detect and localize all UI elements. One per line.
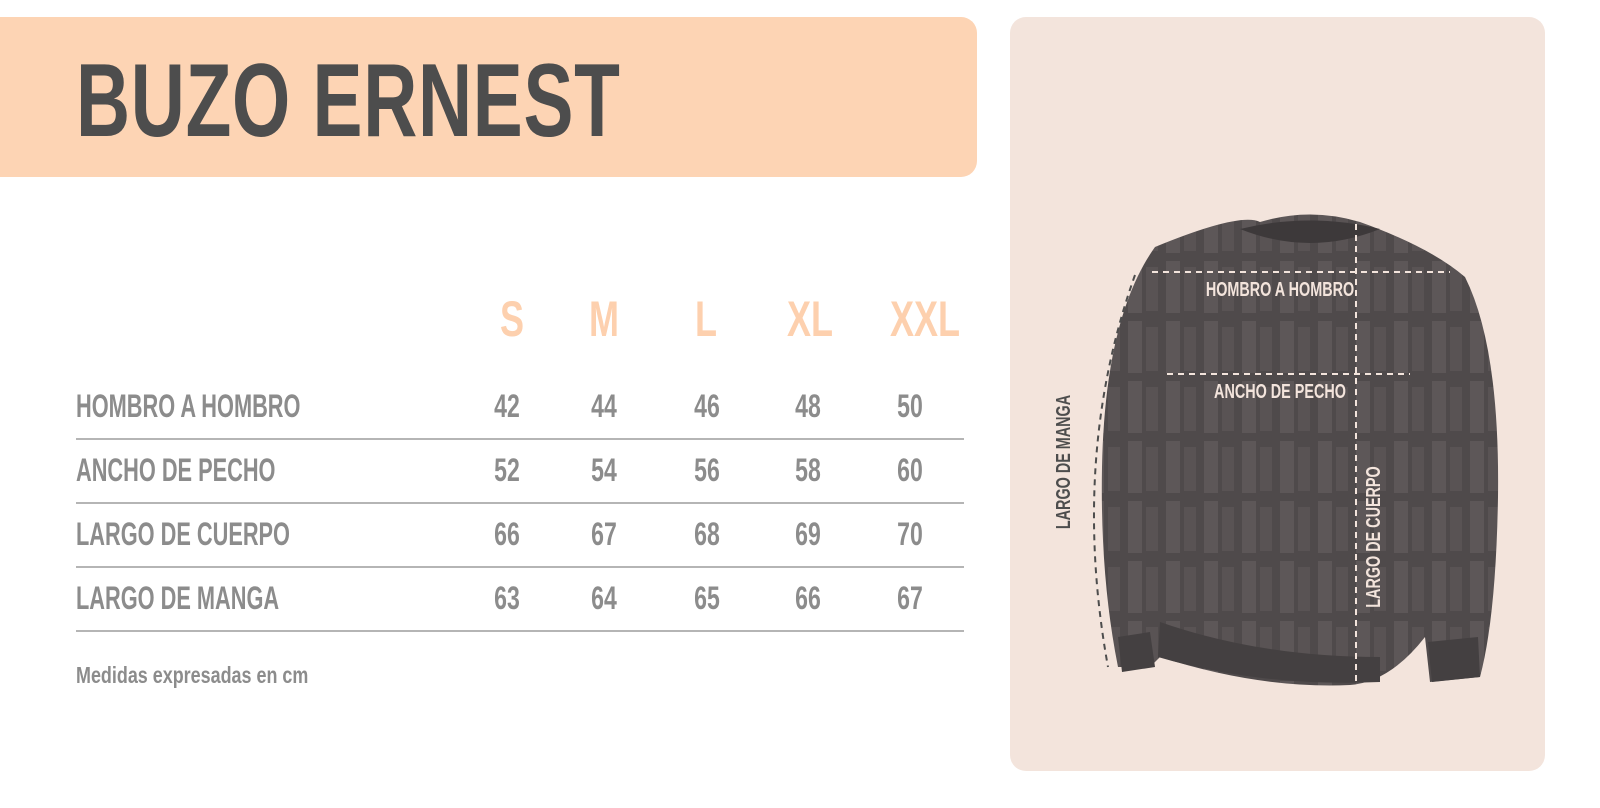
label-sleeve-length: LARGO DE MANGA (1052, 395, 1075, 530)
cell-m: 54 (591, 452, 617, 488)
cell-xxl: 70 (897, 516, 923, 552)
cell-xxl: 60 (897, 452, 923, 488)
label-chest: ANCHO DE PECHO (1214, 380, 1346, 403)
cell-xl: 66 (795, 580, 821, 616)
sweater-shape (1101, 214, 1499, 686)
sweater-illustration: HOMBRO A HOMBRO ANCHO DE PECHO LARGO DE … (1052, 213, 1499, 686)
cell-l: 68 (694, 516, 720, 552)
row-label: ANCHO DE PECHO (76, 452, 276, 488)
cell-xxl: 50 (897, 388, 923, 424)
size-s: S (499, 291, 525, 347)
cell-xxl: 67 (897, 580, 923, 616)
page-title: BUZO ERNEST (76, 43, 621, 159)
garment-diagram-panel: HOMBRO A HOMBRO ANCHO DE PECHO LARGO DE … (1010, 17, 1545, 771)
size-m: M (589, 291, 619, 347)
row-label: LARGO DE MANGA (76, 580, 280, 616)
row-label: HOMBRO A HOMBRO (76, 388, 301, 424)
cell-s: 63 (494, 580, 520, 616)
cell-s: 52 (494, 452, 520, 488)
cell-l: 46 (694, 388, 720, 424)
cell-l: 56 (694, 452, 720, 488)
title-banner (0, 17, 977, 177)
table-row: ANCHO DE PECHO 52 54 56 58 60 (76, 438, 964, 504)
row-label: LARGO DE CUERPO (76, 516, 290, 552)
measure-lines (1152, 213, 1450, 682)
size-xl: XL (786, 291, 834, 347)
cell-m: 44 (591, 388, 617, 424)
table-row: HOMBRO A HOMBRO 42 44 46 48 50 (76, 374, 964, 440)
cell-xl: 58 (795, 452, 821, 488)
cell-xl: 48 (795, 388, 821, 424)
size-xxl: XXL (889, 291, 961, 347)
table-row: LARGO DE CUERPO 66 67 68 69 70 (76, 502, 964, 568)
units-note: Medidas expresadas en cm (76, 662, 309, 688)
cell-s: 42 (494, 388, 520, 424)
cell-xl: 69 (795, 516, 821, 552)
cell-m: 64 (591, 580, 617, 616)
label-shoulder: HOMBRO A HOMBRO (1206, 278, 1354, 301)
label-body-length: LARGO DE CUERPO (1362, 466, 1385, 607)
table-row: LARGO DE MANGA 63 64 65 66 67 (76, 566, 964, 632)
cell-l: 65 (694, 580, 720, 616)
cell-m: 67 (591, 516, 617, 552)
cell-s: 66 (494, 516, 520, 552)
size-l: L (695, 291, 717, 347)
